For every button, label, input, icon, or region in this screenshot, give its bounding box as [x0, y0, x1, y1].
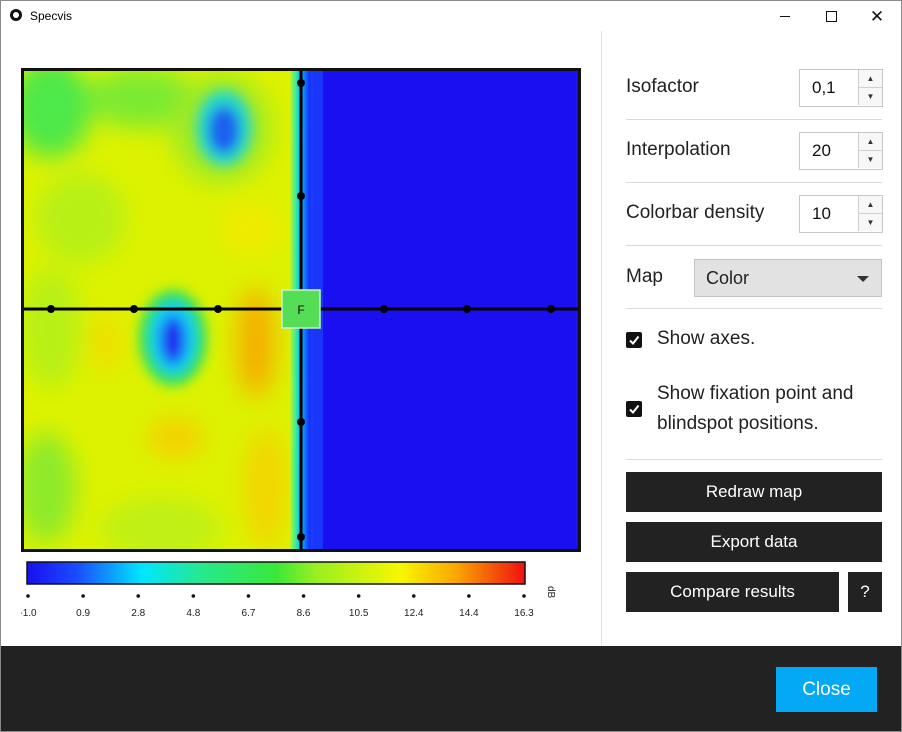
interpolation-value[interactable]: 20 — [812, 141, 831, 160]
colorbar-tick-dot — [136, 594, 141, 598]
show-fixation-label-line2[interactable]: blindspot positions. — [657, 413, 819, 434]
isofactor-value[interactable]: 0,1 — [812, 78, 836, 97]
colorbar-tick-dot — [26, 594, 30, 598]
colorbar-tick-dot — [467, 594, 471, 598]
interpolation-increment-button[interactable]: ▲ — [858, 133, 882, 151]
interpolation-spinner[interactable]: 20 ▲ ▼ — [799, 132, 883, 170]
show-axes-label[interactable]: Show axes. — [657, 328, 756, 349]
axis-tick-points — [47, 79, 555, 541]
colorbar-tick-dot — [411, 594, 416, 598]
colorbar-density-increment-button[interactable]: ▲ — [858, 196, 882, 214]
panel-divider — [601, 31, 602, 646]
minimize-button[interactable] — [762, 1, 808, 31]
window-close-button[interactable]: ✕ — [854, 1, 900, 31]
close-icon: ✕ — [869, 6, 885, 26]
footer-bar: Close — [1, 646, 901, 731]
colorbar-ticks: -1.0 0.9 2.8 4.8 6.7 8.6 10.5 12.4 14.4 16.3 — [19, 594, 534, 619]
colorbar-tick-label: 16.3 — [514, 608, 534, 619]
colorbar-tick-dot — [81, 594, 85, 598]
chevron-down-icon: ▼ — [866, 92, 875, 101]
colorbar-tick-dot — [356, 594, 361, 598]
show-fixation-label-line1[interactable]: Show fixation point and — [657, 383, 854, 404]
export-data-button[interactable]: Export data — [626, 522, 882, 562]
colorbar-tick-label: 14.4 — [459, 608, 479, 619]
colorbar-tick-dot — [246, 594, 251, 598]
minimize-icon — [780, 15, 790, 17]
colorbar-tick-label: 0.9 — [76, 608, 90, 619]
show-fixation-checkbox[interactable] — [626, 401, 642, 417]
maximize-button[interactable] — [808, 1, 854, 31]
isofactor-decrement-button[interactable]: ▼ — [858, 88, 882, 105]
map-type-value: Color — [706, 268, 750, 288]
colorbar-gradient — [26, 561, 526, 585]
title-bar: Specvis ✕ — [1, 1, 901, 31]
interpolation-label: Interpolation — [626, 139, 731, 160]
map-type-row: Map Color — [626, 245, 882, 309]
colorbar-density-row: Colorbar density 10 ▲ ▼ — [626, 182, 883, 246]
chevron-down-icon: ▼ — [866, 155, 875, 164]
colorbar-tick-label: 2.8 — [131, 608, 145, 619]
chevron-up-icon: ▲ — [866, 137, 875, 146]
chevron-down-icon: ▼ — [866, 218, 875, 227]
colorbar-tick-dot — [191, 594, 196, 598]
chevron-down-icon — [857, 276, 869, 282]
show-axes-checkbox[interactable] — [626, 332, 642, 348]
display-options: Show axes. Show fixation point and blind… — [626, 309, 882, 460]
visual-field-map: F — [21, 68, 581, 552]
isofactor-label: Isofactor — [626, 76, 699, 97]
colorbar-tick-label: 4.8 — [186, 608, 200, 619]
colorbar-density-value[interactable]: 10 — [812, 204, 831, 223]
colorbar-density-spinner[interactable]: 10 ▲ ▼ — [799, 195, 883, 233]
colorbar-tick-dot — [522, 594, 526, 598]
colorbar-tick-label: 8.6 — [297, 608, 311, 619]
chevron-up-icon: ▲ — [866, 74, 875, 83]
compare-results-button[interactable]: Compare results — [626, 572, 839, 612]
isofactor-increment-button[interactable]: ▲ — [858, 70, 882, 88]
map-type-select[interactable]: Color — [694, 259, 882, 297]
fixation-point — [281, 289, 321, 329]
interpolation-decrement-button[interactable]: ▼ — [858, 151, 882, 168]
chevron-up-icon: ▲ — [866, 200, 875, 209]
colorbar-tick-label: 6.7 — [241, 608, 255, 619]
interpolation-row: Interpolation 20 ▲ ▼ — [626, 119, 883, 183]
redraw-map-button[interactable]: Redraw map — [626, 472, 882, 512]
checkmark-icon — [629, 335, 640, 346]
help-button[interactable]: ? — [848, 572, 882, 612]
colorbar-tick-label: -1.0 — [21, 608, 37, 619]
checkmark-icon — [629, 404, 640, 415]
eye-icon — [10, 9, 22, 21]
colorbar-tick-label: 12.4 — [404, 608, 424, 619]
colorbar: -1.0 0.9 2.8 4.8 6.7 8.6 10.5 12.4 14.4 16.3 dB — [19, 556, 561, 626]
colorbar-density-label: Colorbar density — [626, 202, 765, 223]
colorbar-density-decrement-button[interactable]: ▼ — [858, 214, 882, 231]
colorbar-svg: -1.0 0.9 2.8 4.8 6.7 8.6 10.5 12.4 14.4 16.3 dB — [19, 561, 556, 619]
map-canvas: F — [21, 68, 581, 552]
fixation-label: F — [297, 303, 304, 317]
map-border — [21, 68, 581, 552]
map-type-label: Map — [626, 266, 663, 287]
colorbar-tick-dot — [301, 594, 306, 598]
colorbar-unit: dB — [545, 586, 556, 599]
window-title: Specvis — [30, 9, 73, 23]
isofactor-spinner[interactable]: 0,1 ▲ ▼ — [799, 69, 883, 107]
isofactor-row: Isofactor 0,1 ▲ ▼ — [626, 56, 883, 120]
maximize-icon — [825, 10, 837, 22]
close-button[interactable]: Close — [776, 667, 877, 712]
colorbar-tick-label: 10.5 — [349, 608, 369, 619]
